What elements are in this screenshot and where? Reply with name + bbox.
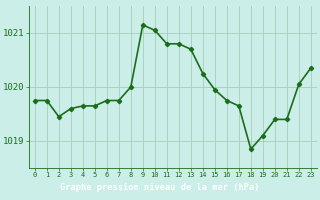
Text: Graphe pression niveau de la mer (hPa): Graphe pression niveau de la mer (hPa) — [60, 183, 260, 192]
